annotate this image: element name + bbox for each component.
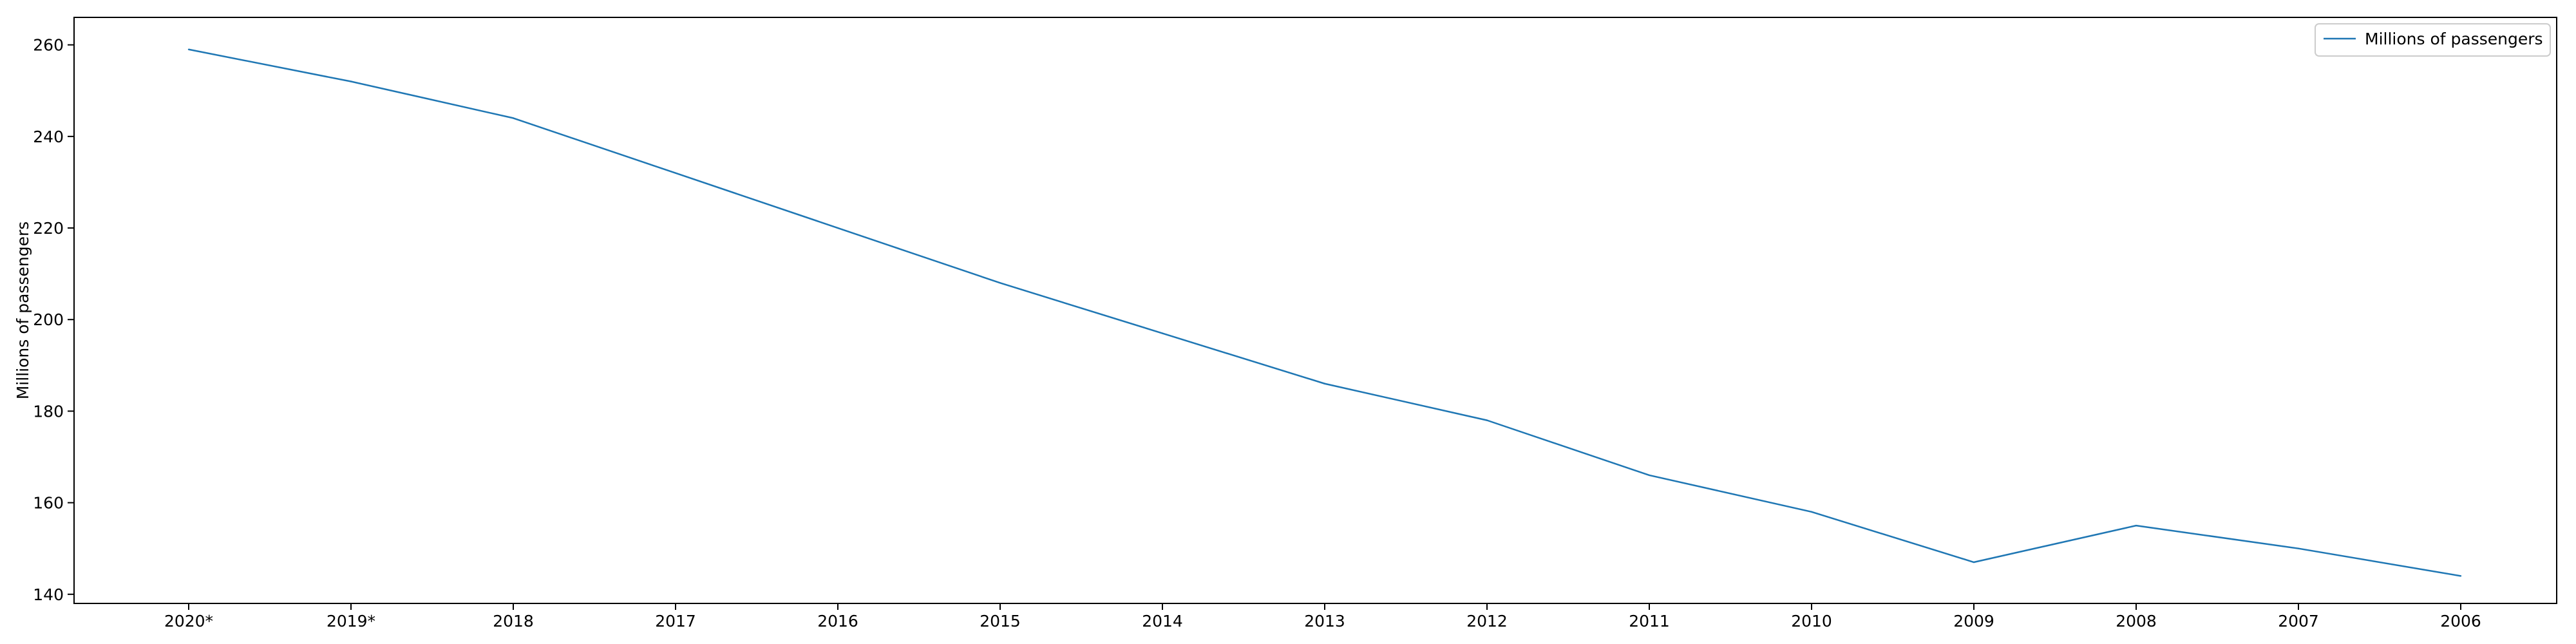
data-point [837,227,839,229]
data-point [187,48,190,50]
x-tick-label: 2013 [1304,612,1345,630]
x-tick-label: 2012 [1466,612,1508,630]
data-point [674,172,677,174]
y-axis-ticks: 140 160 180 200 220 240 260 [33,36,74,604]
y-tick-label: 260 [33,36,64,55]
data-point [1810,511,1813,513]
x-tick-label: 2009 [1953,612,1994,630]
data-point [1323,383,1326,384]
x-tick-label: 2016 [817,612,858,630]
x-tick-label: 2020* [164,612,213,630]
legend: Millions of passengers [2315,23,2551,57]
legend-box [2315,23,2551,57]
y-tick-label: 200 [33,310,64,329]
x-tick-label: 2015 [980,612,1021,630]
x-tick-label: 2007 [2278,612,2319,630]
data-point [512,117,515,119]
x-tick-label: 2011 [1629,612,1670,630]
series-layer [187,48,2462,577]
y-tick-label: 160 [33,494,64,513]
data-point [1486,419,1488,421]
data-point [350,80,352,82]
y-tick-label: 220 [33,219,64,238]
x-tick-label: 2017 [655,612,696,630]
x-tick-label: 2006 [2440,612,2481,630]
data-point [1161,332,1164,334]
y-axis-label: Millions of passengers [14,222,32,400]
y-tick-label: 240 [33,128,64,146]
y-tick-label: 180 [33,402,64,421]
data-point [1648,474,1651,477]
x-axis-ticks: 2020* 2019* 2018 2017 2016 2015 2014 2013 2012 20… [164,603,2481,630]
data-point [1973,561,1975,564]
data-point [2297,547,2300,549]
x-tick-label: 2019* [327,612,375,630]
x-tick-label: 2014 [1142,612,1183,630]
data-point [2135,524,2137,527]
y-tick-label: 140 [33,585,64,604]
x-tick-label: 2008 [2116,612,2157,630]
plot-area [73,17,2557,604]
legend-series-label: Millions of passengers [2365,30,2543,48]
data-point [2459,575,2462,577]
data-point [999,282,1001,284]
x-tick-label: 2010 [1791,612,1832,630]
x-tick-label: 2018 [493,612,534,630]
